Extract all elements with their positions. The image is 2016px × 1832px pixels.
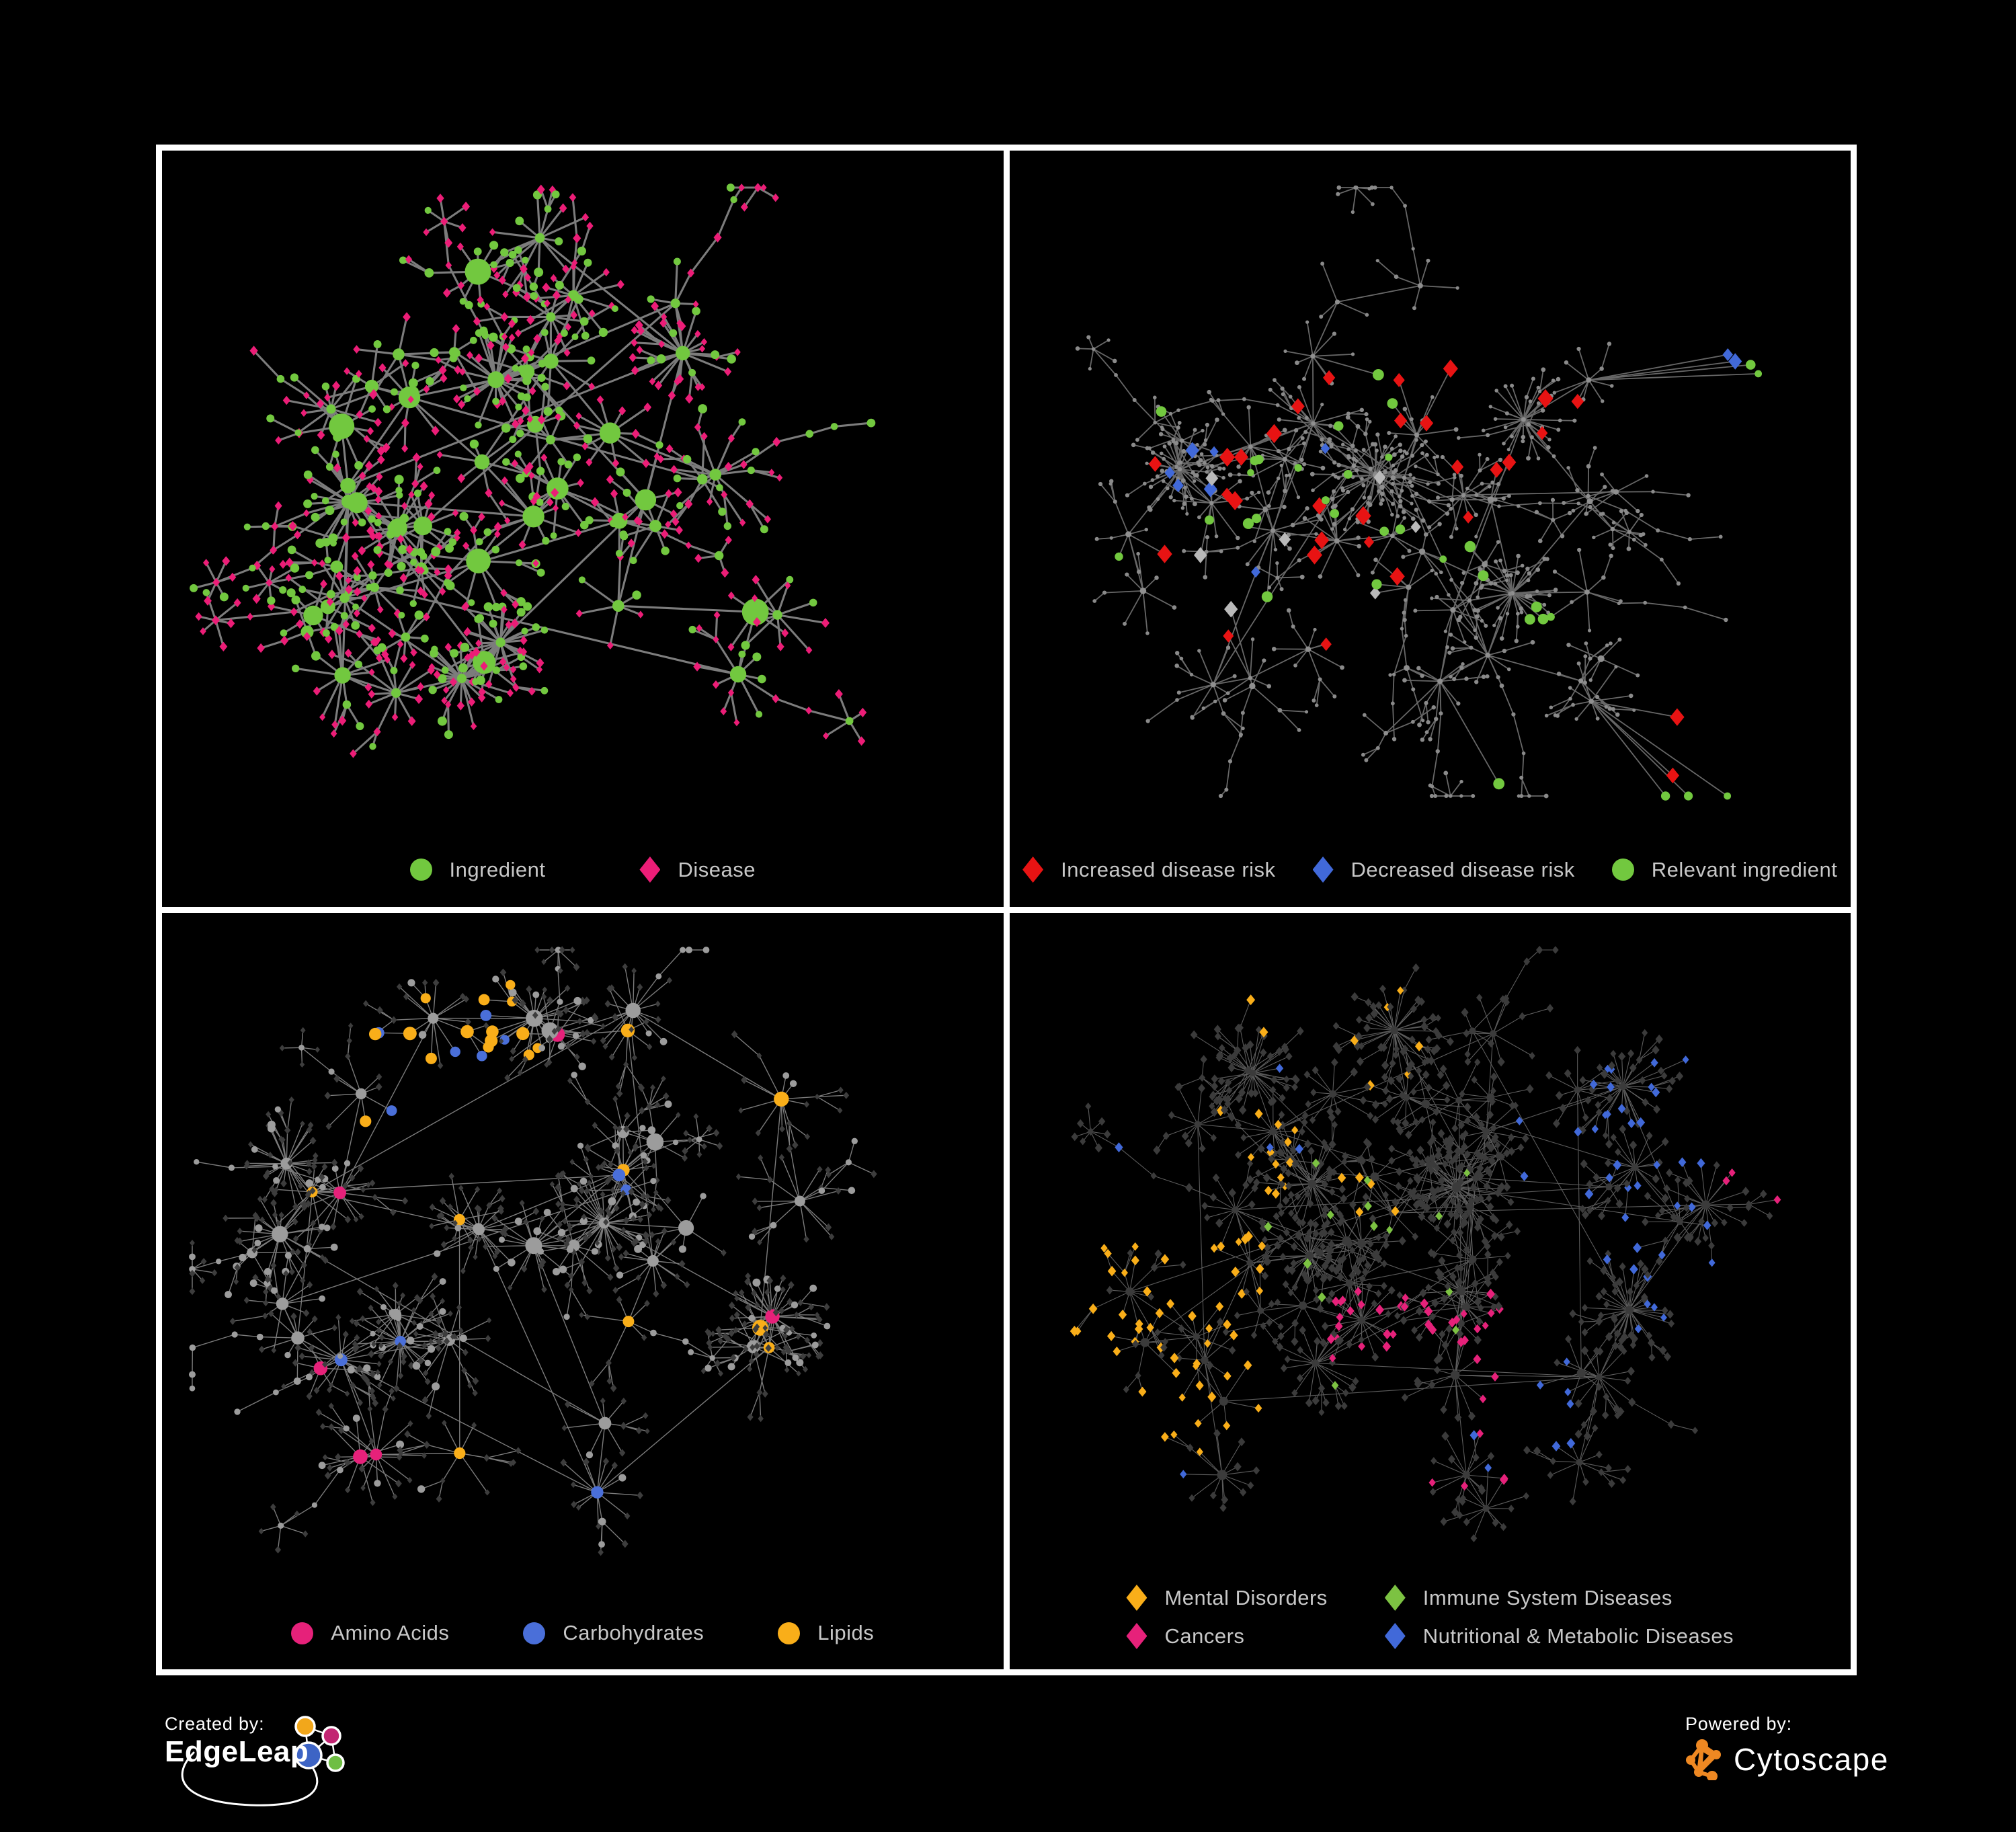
legend-disease-classes: Mental Disorders Immune System Diseases … (1126, 1585, 1734, 1649)
legend-label: Amino Acids (331, 1621, 449, 1645)
network-graph-disease-classes (1010, 913, 1851, 1669)
legend-label: Disease (678, 858, 756, 882)
legend-item-lipids: Lipids (778, 1621, 874, 1645)
cytoscape-wordmark: Cytoscape (1734, 1741, 1889, 1778)
relevant-ingredient-circle-icon (1612, 859, 1634, 881)
disease-diamond-icon (639, 857, 660, 883)
panel-nutrient-classes: Amino Acids Carbohydrates Lipids (162, 913, 1004, 1669)
legend-item-relevant-ingredient: Relevant ingredient (1612, 858, 1838, 882)
carbohydrates-circle-icon (523, 1622, 545, 1644)
legend-item-ingredient: Ingredient (410, 858, 546, 882)
network-graph-disease-risk (1010, 151, 1851, 907)
ingredient-circle-icon (410, 859, 432, 881)
created-by-label: Created by: (165, 1714, 264, 1735)
legend-label: Mental Disorders (1164, 1586, 1327, 1610)
legend-item-disease: Disease (639, 857, 756, 883)
legend-nutrient-classes: Amino Acids Carbohydrates Lipids (162, 1621, 1004, 1645)
network-graph-ingredient-disease (162, 151, 1004, 907)
legend-item-mental-disorders: Mental Disorders (1126, 1585, 1327, 1611)
legend-item-amino-acids: Amino Acids (291, 1621, 449, 1645)
legend-item-cancers: Cancers (1126, 1623, 1244, 1649)
nutritional-metabolic-diamond-icon (1385, 1623, 1406, 1649)
legend-label: Carbohydrates (563, 1621, 704, 1645)
lipids-circle-icon (778, 1622, 800, 1644)
edgeleap-wordmark: EdgeLeap (165, 1735, 309, 1769)
legend-item-carbohydrates: Carbohydrates (523, 1621, 704, 1645)
legend-item-increased-risk: Increased disease risk (1022, 857, 1275, 883)
four-panel-board: Ingredient Disease Increased disease ris… (156, 145, 1857, 1675)
legend-item-decreased-risk: Decreased disease risk (1313, 857, 1575, 883)
cytoscape-logo-icon (1685, 1739, 1723, 1780)
legend-label: Decreased disease risk (1351, 858, 1575, 882)
created-by-block: Created by: EdgeLeap (163, 1714, 486, 1828)
legend-ingredient-disease: Ingredient Disease (162, 857, 1004, 883)
panel-disease-risk: Increased disease risk Decreased disease… (1010, 151, 1851, 907)
legend-label: Lipids (817, 1621, 874, 1645)
mental-disorders-diamond-icon (1126, 1585, 1147, 1611)
panel-disease-classes: Mental Disorders Immune System Diseases … (1010, 913, 1851, 1669)
amino-acids-circle-icon (291, 1622, 313, 1644)
legend-item-nutritional-metabolic: Nutritional & Metabolic Diseases (1385, 1623, 1734, 1649)
increased-risk-diamond-icon (1022, 857, 1043, 883)
legend-label: Immune System Diseases (1423, 1586, 1672, 1610)
edgeleap-node-green (327, 1755, 344, 1771)
panel-ingredient-disease: Ingredient Disease (162, 151, 1004, 907)
legend-disease-risk: Increased disease risk Decreased disease… (1010, 857, 1851, 883)
edgeleap-node-orange (296, 1717, 315, 1736)
powered-by-block: Powered by: Cytoscape (1685, 1714, 1889, 1780)
network-graph-nutrient-classes (162, 913, 1004, 1669)
legend-label: Cancers (1164, 1624, 1244, 1648)
legend-label: Nutritional & Metabolic Diseases (1423, 1624, 1734, 1648)
edgeleap-node-magenta (323, 1727, 340, 1745)
powered-by-label: Powered by: (1685, 1714, 1889, 1735)
immune-diseases-diamond-icon (1385, 1585, 1406, 1611)
cancers-diamond-icon (1126, 1623, 1147, 1649)
decreased-risk-diamond-icon (1313, 857, 1334, 883)
legend-item-immune-diseases: Immune System Diseases (1385, 1585, 1672, 1611)
legend-label: Ingredient (450, 858, 546, 882)
legend-label: Increased disease risk (1061, 858, 1275, 882)
legend-label: Relevant ingredient (1652, 858, 1838, 882)
